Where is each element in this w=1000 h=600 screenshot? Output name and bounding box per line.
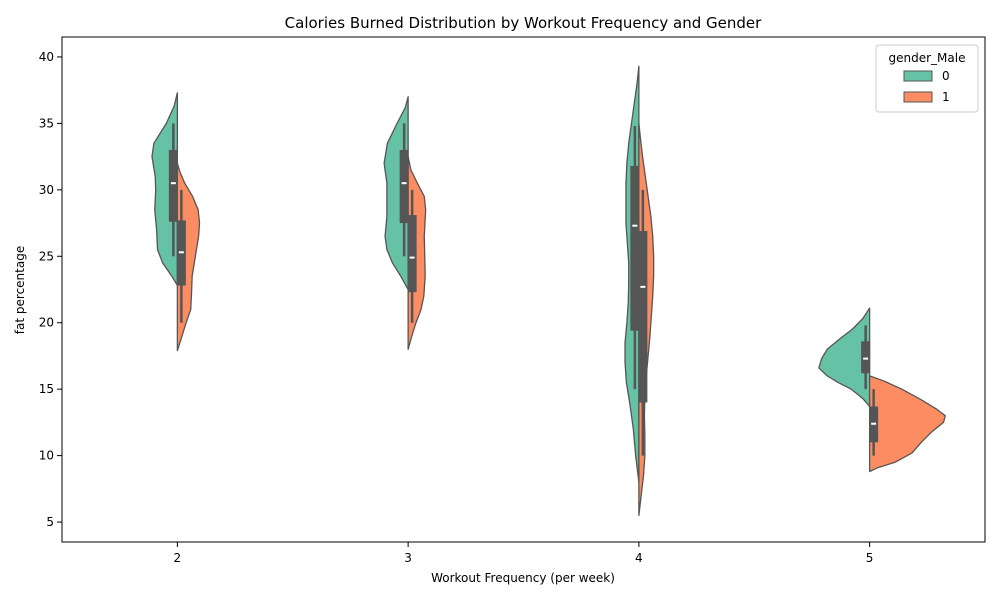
legend-swatch-1 — [903, 91, 933, 103]
plot-frame — [61, 36, 986, 543]
x-tick-label-2: 2 — [174, 551, 182, 565]
boxes-layer — [168, 123, 879, 456]
box-0-freq-2 — [168, 149, 178, 222]
violin-0-freq-3 — [383, 96, 409, 291]
x-tick-label-5: 5 — [866, 551, 874, 565]
box-0-freq-5 — [861, 341, 871, 374]
violin-0-freq-5 — [818, 307, 871, 408]
legend-label-1: 1 — [942, 90, 950, 104]
legend-label-0: 0 — [942, 69, 950, 83]
box-0-freq-3 — [399, 149, 409, 224]
box-1-freq-3 — [407, 215, 417, 293]
y-tick-label-5: 5 — [46, 515, 54, 529]
violin-0-freq-2 — [151, 92, 179, 287]
chart-title: Calories Burned Distribution by Workout … — [285, 14, 762, 32]
x-axis-label: Workout Frequency (per week) — [431, 571, 615, 585]
y-tick-label-25: 25 — [39, 249, 54, 263]
box-0-freq-4 — [630, 165, 640, 331]
x-tick-label-3: 3 — [404, 551, 412, 565]
y-axis-label: fat percentage — [13, 246, 27, 334]
violin-1-freq-5 — [868, 375, 946, 473]
box-1-freq-4 — [638, 231, 648, 403]
y-tick-label-35: 35 — [39, 116, 54, 130]
y-tick-label-15: 15 — [39, 382, 54, 396]
y-tick-label-30: 30 — [39, 183, 54, 197]
legend-swatch-0 — [903, 70, 933, 82]
x-axis: 2 3 4 5 — [174, 542, 874, 565]
x-tick-label-4: 4 — [635, 551, 643, 565]
y-tick-label-10: 10 — [39, 449, 54, 463]
legend: gender_Male 0 1 — [875, 44, 979, 113]
legend-title: gender_Male — [889, 51, 966, 65]
violin-1-freq-2 — [176, 162, 201, 352]
y-axis: 5 10 15 20 25 30 35 40 — [39, 50, 62, 529]
y-tick-label-40: 40 — [39, 50, 54, 64]
y-tick-label-20: 20 — [39, 316, 54, 330]
